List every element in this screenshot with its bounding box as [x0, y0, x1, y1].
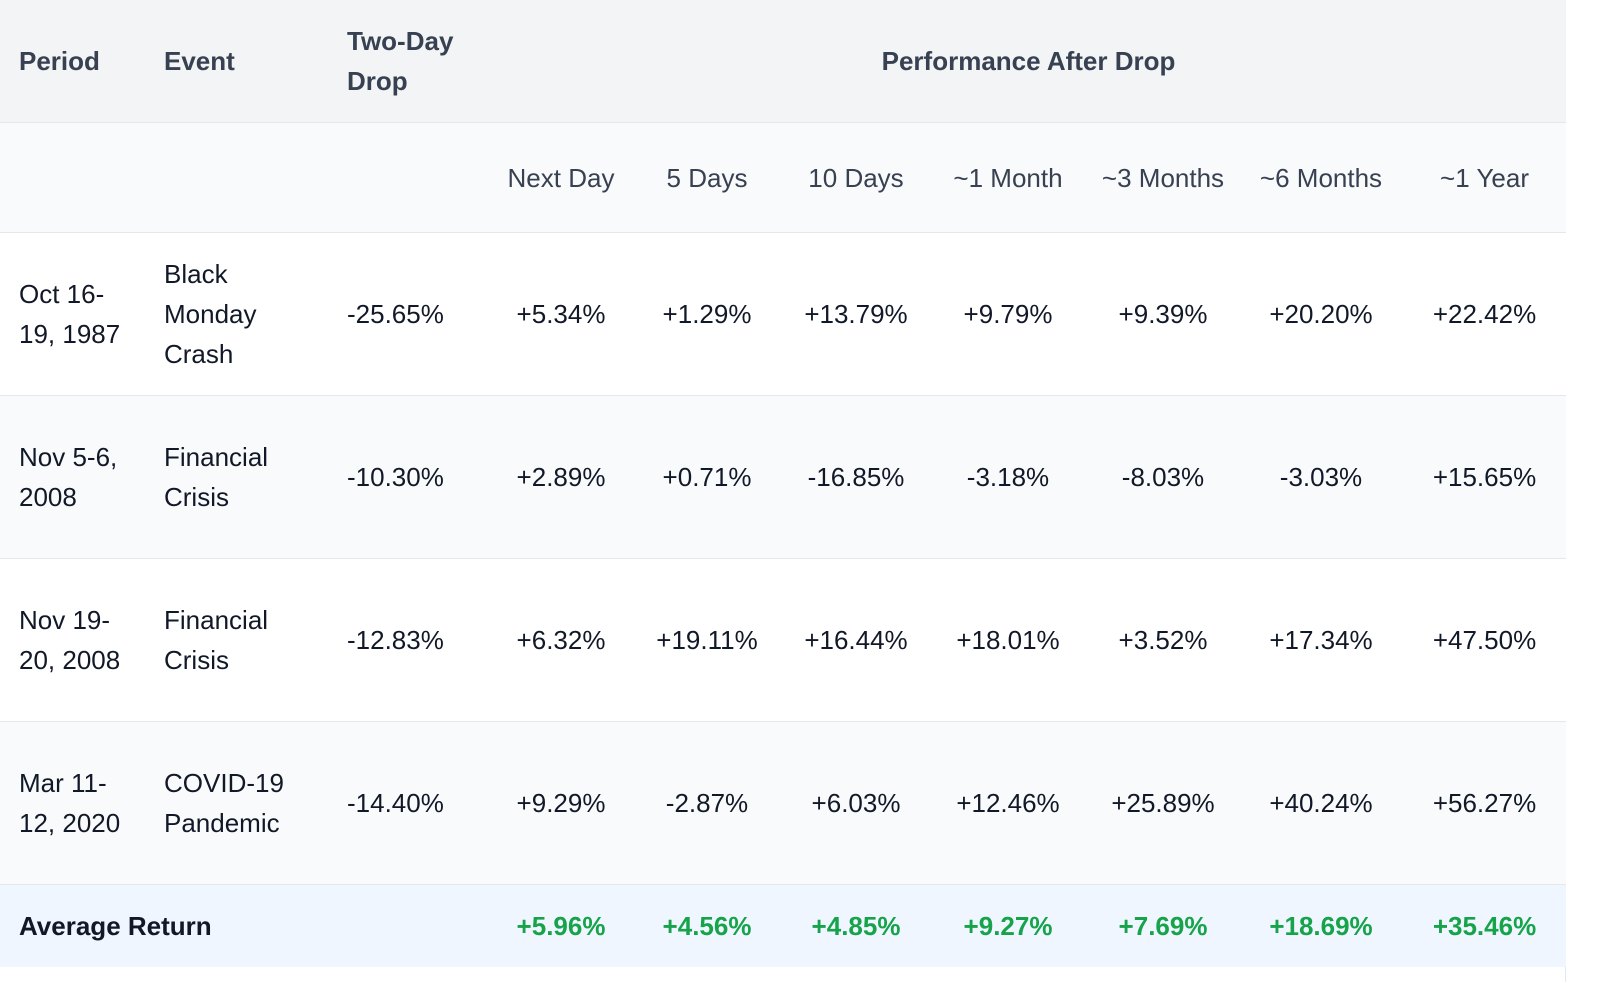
drop-cell: -12.83%	[328, 558, 491, 722]
return-cell: +9.79%	[929, 232, 1087, 396]
return-cell: -8.03%	[1087, 395, 1239, 559]
return-cell: +16.44%	[783, 558, 929, 722]
return-cell: +47.50%	[1403, 558, 1567, 722]
event-cell: COVID-19 Pandemic	[145, 721, 328, 885]
subheader-5-days: 5 Days	[631, 122, 783, 233]
return-cell: -3.03%	[1239, 395, 1403, 559]
return-cell: +22.42%	[1403, 232, 1567, 396]
table-row: Nov 19-20, 2008 Financial Crisis -12.83%…	[0, 558, 1567, 722]
return-cell: +20.20%	[1239, 232, 1403, 396]
drop-cell: -14.40%	[328, 721, 491, 885]
table-row: Mar 11-12, 2020 COVID-19 Pandemic -14.40…	[0, 721, 1567, 885]
return-cell: +0.71%	[631, 395, 783, 559]
returns-table-container: Period Event Two-Day Drop Performance Af…	[0, 0, 1567, 982]
average-return-cell: +5.96%	[491, 884, 631, 967]
average-return-cell: +9.27%	[929, 884, 1087, 967]
return-cell: +18.01%	[929, 558, 1087, 722]
average-return-label: Average Return	[0, 884, 491, 967]
drop-cell: -25.65%	[328, 232, 491, 396]
average-return-cell: +35.46%	[1403, 884, 1567, 967]
subheader-10-days: 10 Days	[783, 122, 929, 233]
performance-after-drop-header: Performance After Drop	[491, 0, 1567, 123]
subheader-1-month: ~1 Month	[929, 122, 1087, 233]
period-cell: Oct 16-19, 1987	[0, 232, 145, 396]
subheader-empty	[0, 122, 145, 233]
table-row: Oct 16-19, 1987 Black Monday Crash -25.6…	[0, 232, 1567, 396]
return-cell: +9.29%	[491, 721, 631, 885]
average-return-cell: +4.85%	[783, 884, 929, 967]
return-cell: -3.18%	[929, 395, 1087, 559]
period-cell: Nov 5-6, 2008	[0, 395, 145, 559]
return-cell: +1.29%	[631, 232, 783, 396]
return-cell: +17.34%	[1239, 558, 1403, 722]
return-cell: +6.32%	[491, 558, 631, 722]
subheader-next-day: Next Day	[491, 122, 631, 233]
market-drop-returns-table: Period Event Two-Day Drop Performance Af…	[0, 0, 1567, 967]
return-cell: +15.65%	[1403, 395, 1567, 559]
event-cell: Black Monday Crash	[145, 232, 328, 396]
return-cell: +12.46%	[929, 721, 1087, 885]
subheader-1-year: ~1 Year	[1403, 122, 1567, 233]
return-cell: -2.87%	[631, 721, 783, 885]
average-return-cell: +7.69%	[1087, 884, 1239, 967]
return-cell: +2.89%	[491, 395, 631, 559]
average-return-cell: +4.56%	[631, 884, 783, 967]
return-cell: +3.52%	[1087, 558, 1239, 722]
two-day-drop-header: Two-Day Drop	[328, 0, 491, 123]
event-cell: Financial Crisis	[145, 558, 328, 722]
period-cell: Nov 19-20, 2008	[0, 558, 145, 722]
return-cell: +40.24%	[1239, 721, 1403, 885]
return-cell: +13.79%	[783, 232, 929, 396]
subheader-3-months: ~3 Months	[1087, 122, 1239, 233]
header-row: Period Event Two-Day Drop Performance Af…	[0, 0, 1567, 123]
return-cell: +25.89%	[1087, 721, 1239, 885]
subheader-empty	[145, 122, 328, 233]
period-header: Period	[0, 0, 145, 123]
return-cell: +5.34%	[491, 232, 631, 396]
average-return-row: Average Return +5.96% +4.56% +4.85% +9.2…	[0, 884, 1567, 967]
drop-cell: -10.30%	[328, 395, 491, 559]
average-return-cell: +18.69%	[1239, 884, 1403, 967]
table-row: Nov 5-6, 2008 Financial Crisis -10.30% +…	[0, 395, 1567, 559]
event-cell: Financial Crisis	[145, 395, 328, 559]
return-cell: +56.27%	[1403, 721, 1567, 885]
subheader-row: Next Day 5 Days 10 Days ~1 Month ~3 Mont…	[0, 122, 1567, 233]
return-cell: +6.03%	[783, 721, 929, 885]
event-header: Event	[145, 0, 328, 123]
return-cell: -16.85%	[783, 395, 929, 559]
return-cell: +19.11%	[631, 558, 783, 722]
subheader-empty	[328, 122, 491, 233]
return-cell: +9.39%	[1087, 232, 1239, 396]
period-cell: Mar 11-12, 2020	[0, 721, 145, 885]
subheader-6-months: ~6 Months	[1239, 122, 1403, 233]
